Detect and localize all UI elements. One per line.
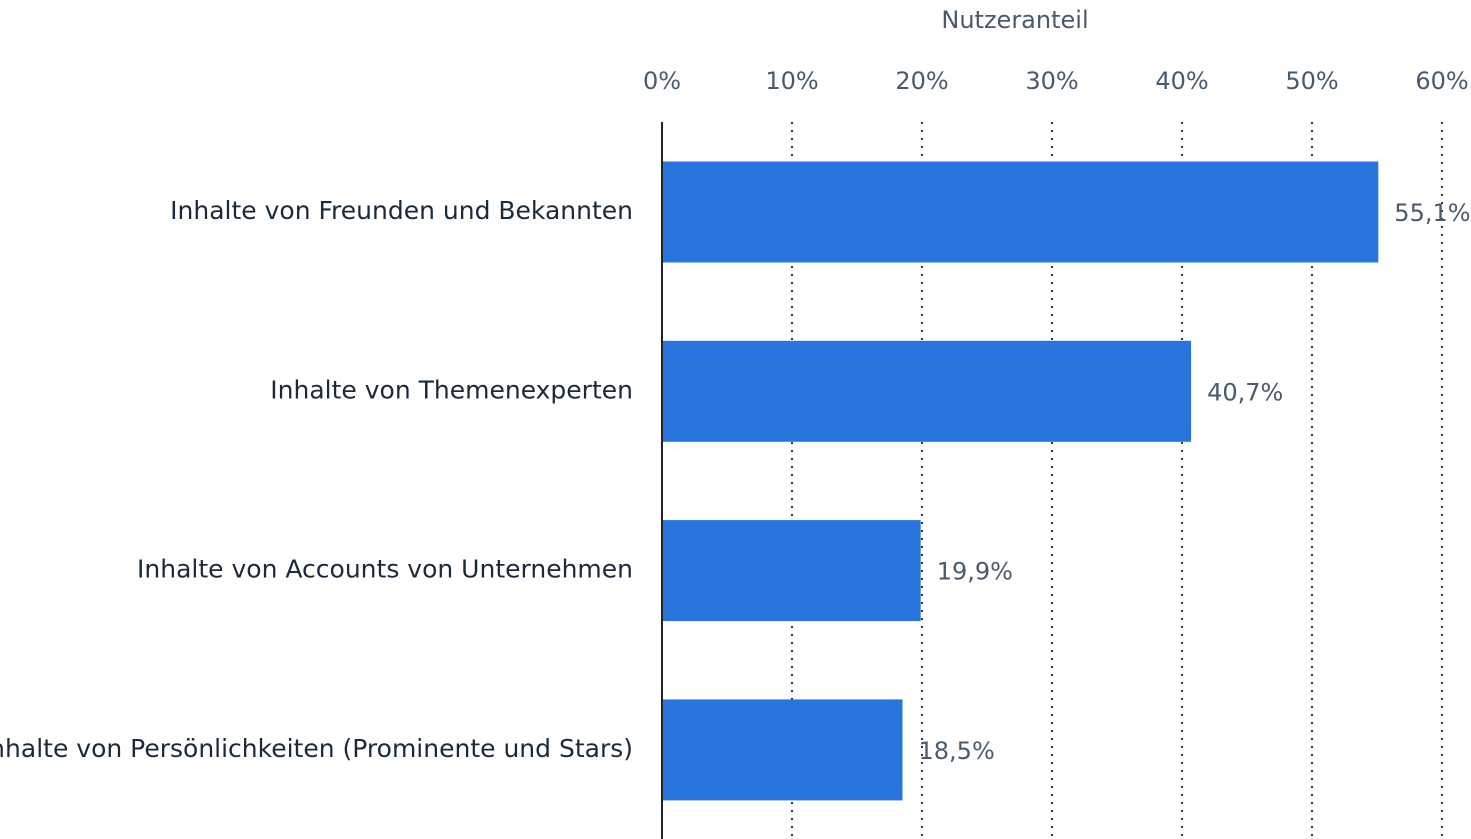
x-tick-label: 40% bbox=[1155, 67, 1208, 95]
bar bbox=[662, 340, 1192, 442]
x-tick-label: 30% bbox=[1025, 67, 1078, 95]
category-label: Inhalte von Persönlichkeiten (Prominente… bbox=[0, 734, 633, 763]
value-label: 19,9% bbox=[937, 558, 1013, 586]
bar bbox=[662, 699, 903, 801]
x-tick-label: 20% bbox=[895, 67, 948, 95]
category-label: Inhalte von Freunden und Bekannten bbox=[170, 196, 633, 225]
x-tick-label: 60% bbox=[1415, 67, 1468, 95]
category-label: Inhalte von Accounts von Unternehmen bbox=[137, 555, 633, 584]
x-tick-label: 50% bbox=[1285, 67, 1338, 95]
axis-title: Nutzeranteil bbox=[941, 6, 1088, 34]
x-tick-label: 0% bbox=[643, 67, 681, 95]
bar bbox=[662, 520, 921, 622]
x-tick-label: 10% bbox=[765, 67, 818, 95]
bar bbox=[662, 161, 1379, 263]
category-label: Inhalte von Themenexperten bbox=[270, 375, 633, 404]
value-label: 18,5% bbox=[919, 737, 995, 765]
value-label: 40,7% bbox=[1207, 378, 1283, 406]
value-label: 55,1% bbox=[1394, 199, 1470, 227]
